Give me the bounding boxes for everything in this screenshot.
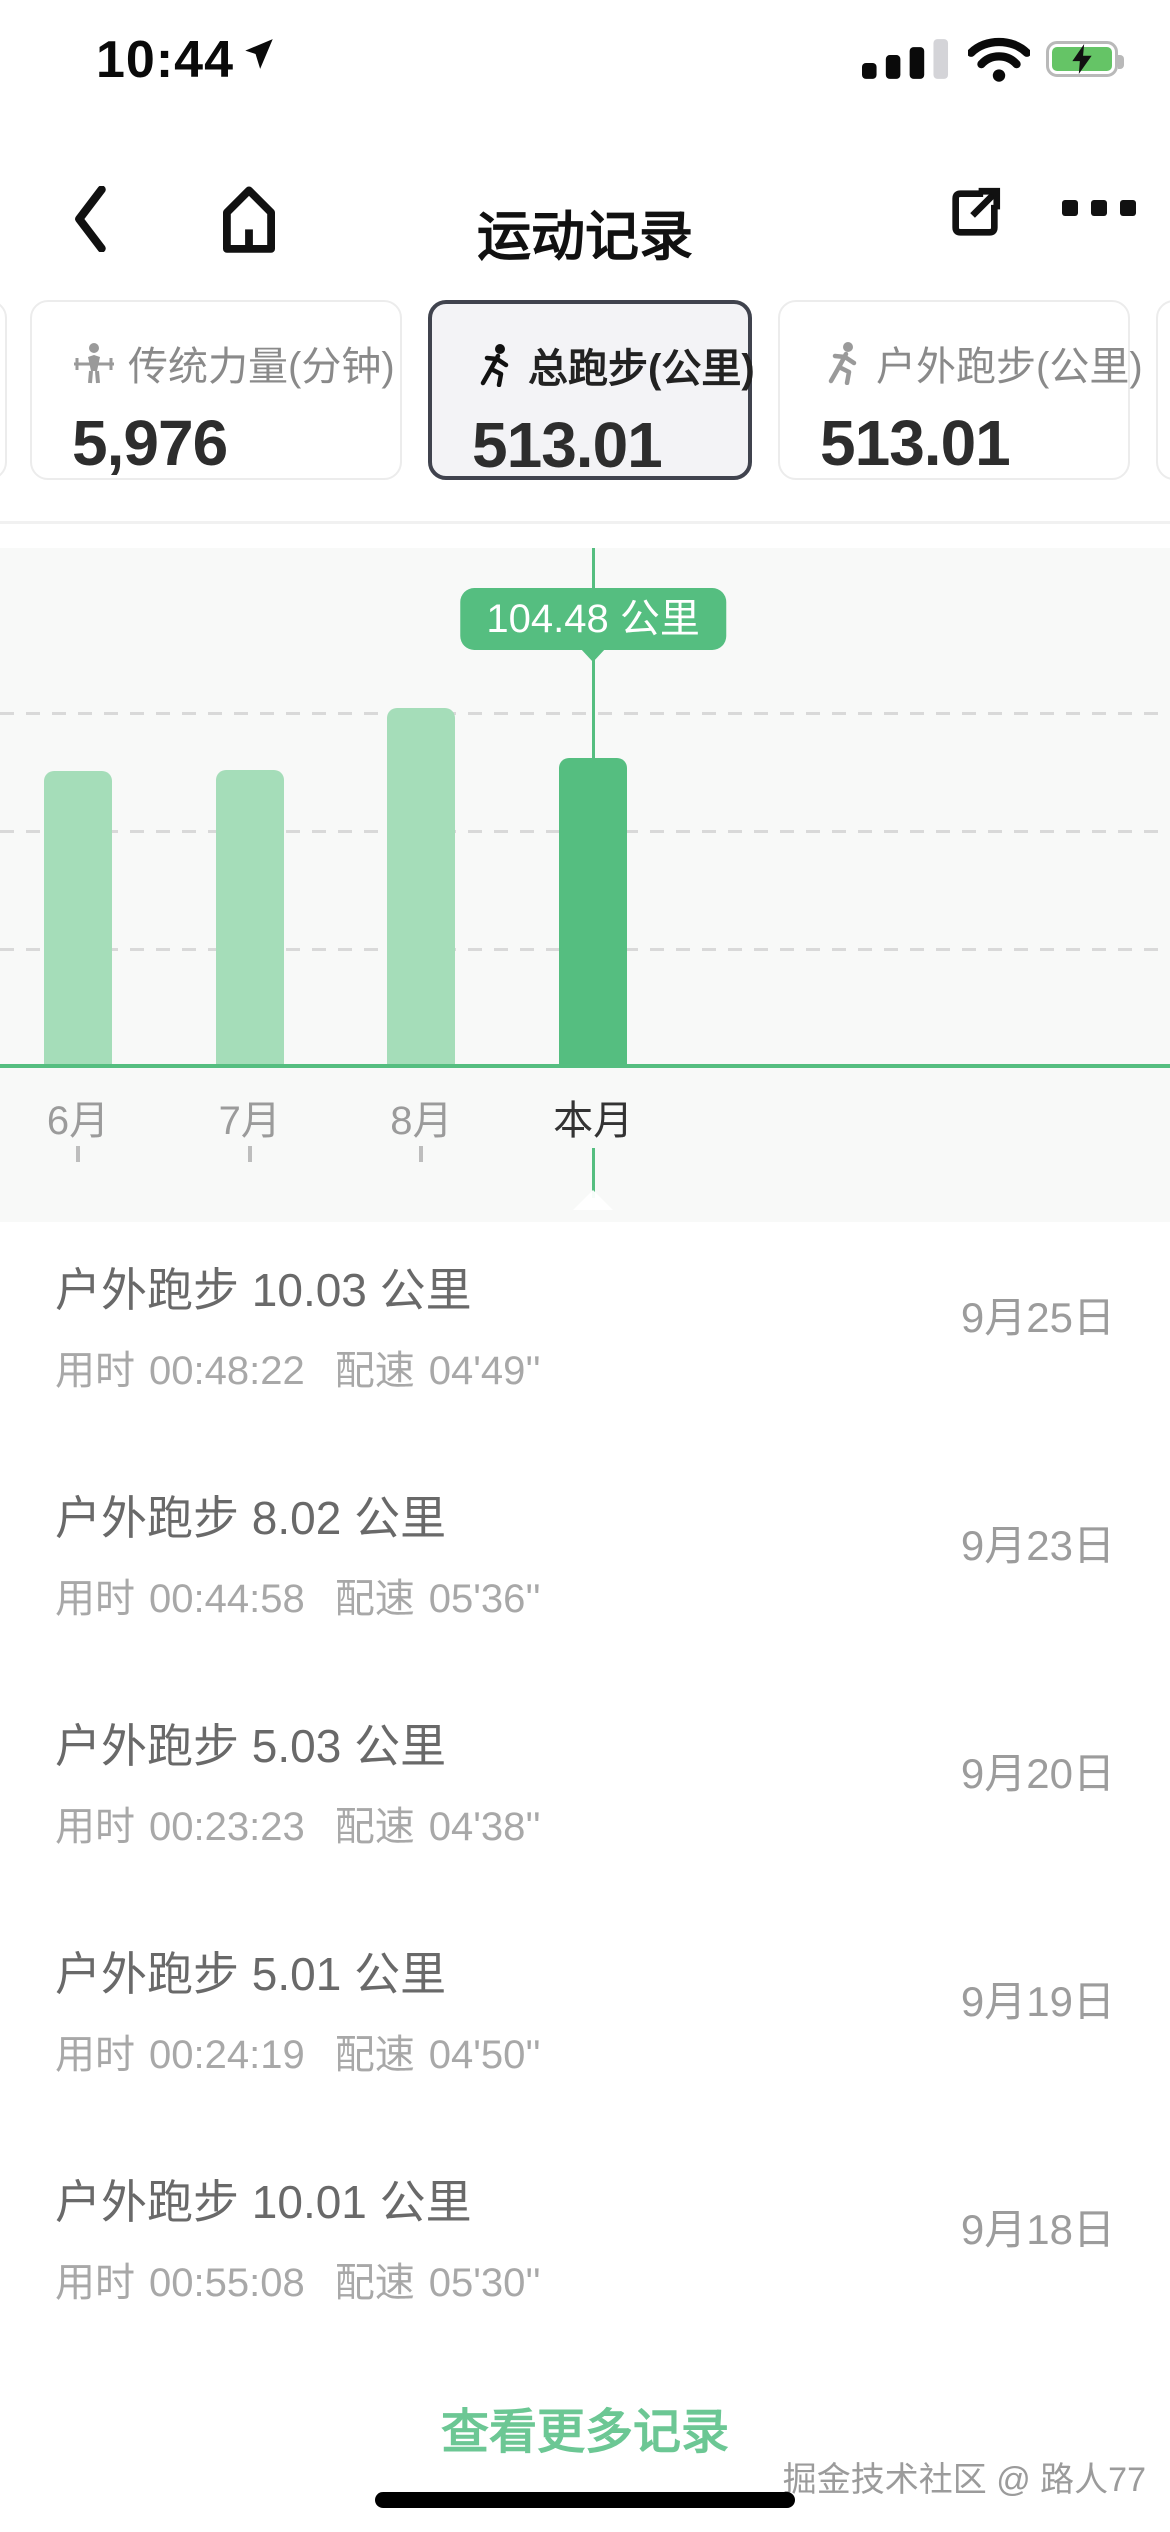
record-date: 9月23日 [960,1522,1115,1569]
record-detail: 用时 00:55:08 配速 05'30'' [55,2250,1115,2308]
record-detail: 用时 00:48:22 配速 04'49'' [55,1338,1115,1396]
pace-label: 配速 [334,1805,415,1849]
stat-card-label: 户外跑步(公里) [876,345,1143,389]
section-divider [0,521,1170,524]
duration-label: 用时 [55,1805,135,1849]
record-date: 9月18日 [960,2206,1115,2253]
duration-label: 用时 [55,2261,135,2305]
stat-card-label: 总跑步(公里) [528,347,755,391]
axis-tick [76,1146,80,1162]
axis-label-8月[interactable]: 8月 [390,1099,453,1143]
stat-card-strength[interactable]: 传统力量(分钟) 5,976 [30,300,402,480]
run-record-row[interactable]: 户外跑步 5.01 公里 用时 00:24:19 配速 04'50'' 9月19日 [0,1928,1170,2156]
record-date: 9月25日 [960,1294,1115,1341]
pace-label: 配速 [334,2261,415,2305]
status-time: 10:44 [96,31,234,89]
run-record-row[interactable]: 户外跑步 8.02 公里 用时 00:44:58 配速 05'36'' 9月23日 [0,1472,1170,1700]
run-record-row[interactable]: 户外跑步 5.03 公里 用时 00:23:23 配速 04'38'' 9月20日 [0,1700,1170,1928]
duration-value: 00:24:19 [149,2033,305,2077]
stat-card-clipped-left[interactable] [0,300,7,480]
battery-charging-icon [1046,41,1124,77]
axis-tick [247,1146,252,1162]
chart-scrubber-handle[interactable] [591,1148,595,1198]
pace-value: 04'49'' [428,1349,541,1393]
record-title: 户外跑步 5.01 公里 [55,1948,447,2000]
record-detail: 用时 00:24:19 配速 04'50'' [55,2022,1115,2080]
page-title: 运动记录 [477,207,693,267]
duration-label: 用时 [55,2033,135,2077]
more-ellipsis-icon[interactable] [1062,200,1136,216]
battery-nub [1118,55,1124,69]
record-date: 9月20日 [960,1750,1115,1797]
record-detail: 用时 00:44:58 配速 05'36'' [55,1566,1115,1624]
stat-cards-row: 传统力量(分钟) 5,976 [0,300,1170,482]
run-record-row[interactable]: 户外跑步 10.03 公里 用时 00:48:22 配速 04'49'' 9月25日 [0,1244,1170,1472]
stat-card-value: 5,976 [72,407,228,479]
monthly-distance-bar-chart[interactable]: 104.48 公里 6月 7月 8月 本月 [0,548,1170,1222]
axis-label-本月[interactable]: 本月 [553,1099,634,1143]
duration-value: 00:55:08 [149,2261,305,2305]
stat-card-label-row: 总跑步(公里) [472,336,755,394]
chart-axis-baseline [0,1064,1170,1068]
pace-value: 04'50'' [428,2033,541,2077]
axis-label-6月[interactable]: 6月 [46,1099,110,1143]
axis-label-7月[interactable]: 7月 [218,1099,281,1143]
axis-tick [419,1146,424,1162]
record-date: 9月19日 [960,1978,1115,2025]
pace-label: 配速 [334,1349,415,1393]
wifi-icon [968,36,1030,82]
share-icon[interactable] [946,184,1004,242]
stat-card-clipped-right[interactable] [1156,300,1170,480]
home-icon[interactable] [210,180,288,258]
record-detail: 用时 00:23:23 配速 04'38'' [55,1794,1115,1852]
back-chevron-icon[interactable] [72,186,110,252]
watermark: 掘金技术社区 @ 路人77 [782,2461,1146,2499]
record-title: 户外跑步 10.01 公里 [55,2176,472,2228]
runner-icon [472,343,516,387]
stat-card-value: 513.01 [472,409,663,481]
duration-value: 00:48:22 [149,1349,305,1393]
stat-card-value: 513.01 [820,407,1011,479]
bar-7月[interactable] [215,770,284,1066]
stat-card-label-row: 户外跑步(公里) [820,334,1143,392]
statusbar-right-cluster [862,36,1124,82]
chart-scrubber-caret [573,1190,614,1210]
run-record-row[interactable]: 户外跑步 10.01 公里 用时 00:55:08 配速 05'30'' 9月18日 [0,2156,1170,2384]
bar-8月[interactable] [387,707,456,1066]
home-indicator[interactable] [375,2492,795,2508]
duration-value: 00:44:58 [149,1577,305,1621]
pace-label: 配速 [334,2033,415,2077]
record-title: 户外跑步 5.03 公里 [55,1720,447,1772]
pace-value: 05'30'' [428,2261,541,2305]
view-more-records-link[interactable]: 查看更多记录 [440,2406,729,2459]
chart-tooltip: 104.48 公里 [460,588,726,650]
pace-value: 05'36'' [428,1577,541,1621]
bar-本月[interactable] [559,757,628,1066]
outdoor-runner-icon [820,341,864,385]
cellular-signal-icon [862,39,952,79]
bar-6月[interactable] [44,771,112,1066]
pace-value: 04'38'' [428,1805,541,1849]
chart-gridline [0,712,1170,715]
stat-card-label-row: 传统力量(分钟) [72,334,400,392]
duration-label: 用时 [55,1577,135,1621]
duration-value: 00:23:23 [149,1805,305,1849]
record-title: 户外跑步 10.03 公里 [55,1264,472,1316]
stat-card-outdoor-run[interactable]: 户外跑步(公里) 513.01 [778,300,1143,480]
strength-lifter-icon [72,341,116,385]
stat-card-label: 传统力量(分钟) [128,345,395,389]
record-title: 户外跑步 8.02 公里 [55,1492,447,1544]
pace-label: 配速 [334,1577,415,1621]
chart-tooltip-pointer [580,648,607,662]
stat-card-total-run[interactable]: 总跑步(公里) 513.01 [428,300,755,481]
location-arrow-icon [243,38,275,70]
run-records-list: 户外跑步 10.03 公里 用时 00:48:22 配速 04'49'' 9月25日 … [0,1244,1170,2384]
duration-label: 用时 [55,1349,135,1393]
battery-bolt-icon [1069,44,1095,74]
